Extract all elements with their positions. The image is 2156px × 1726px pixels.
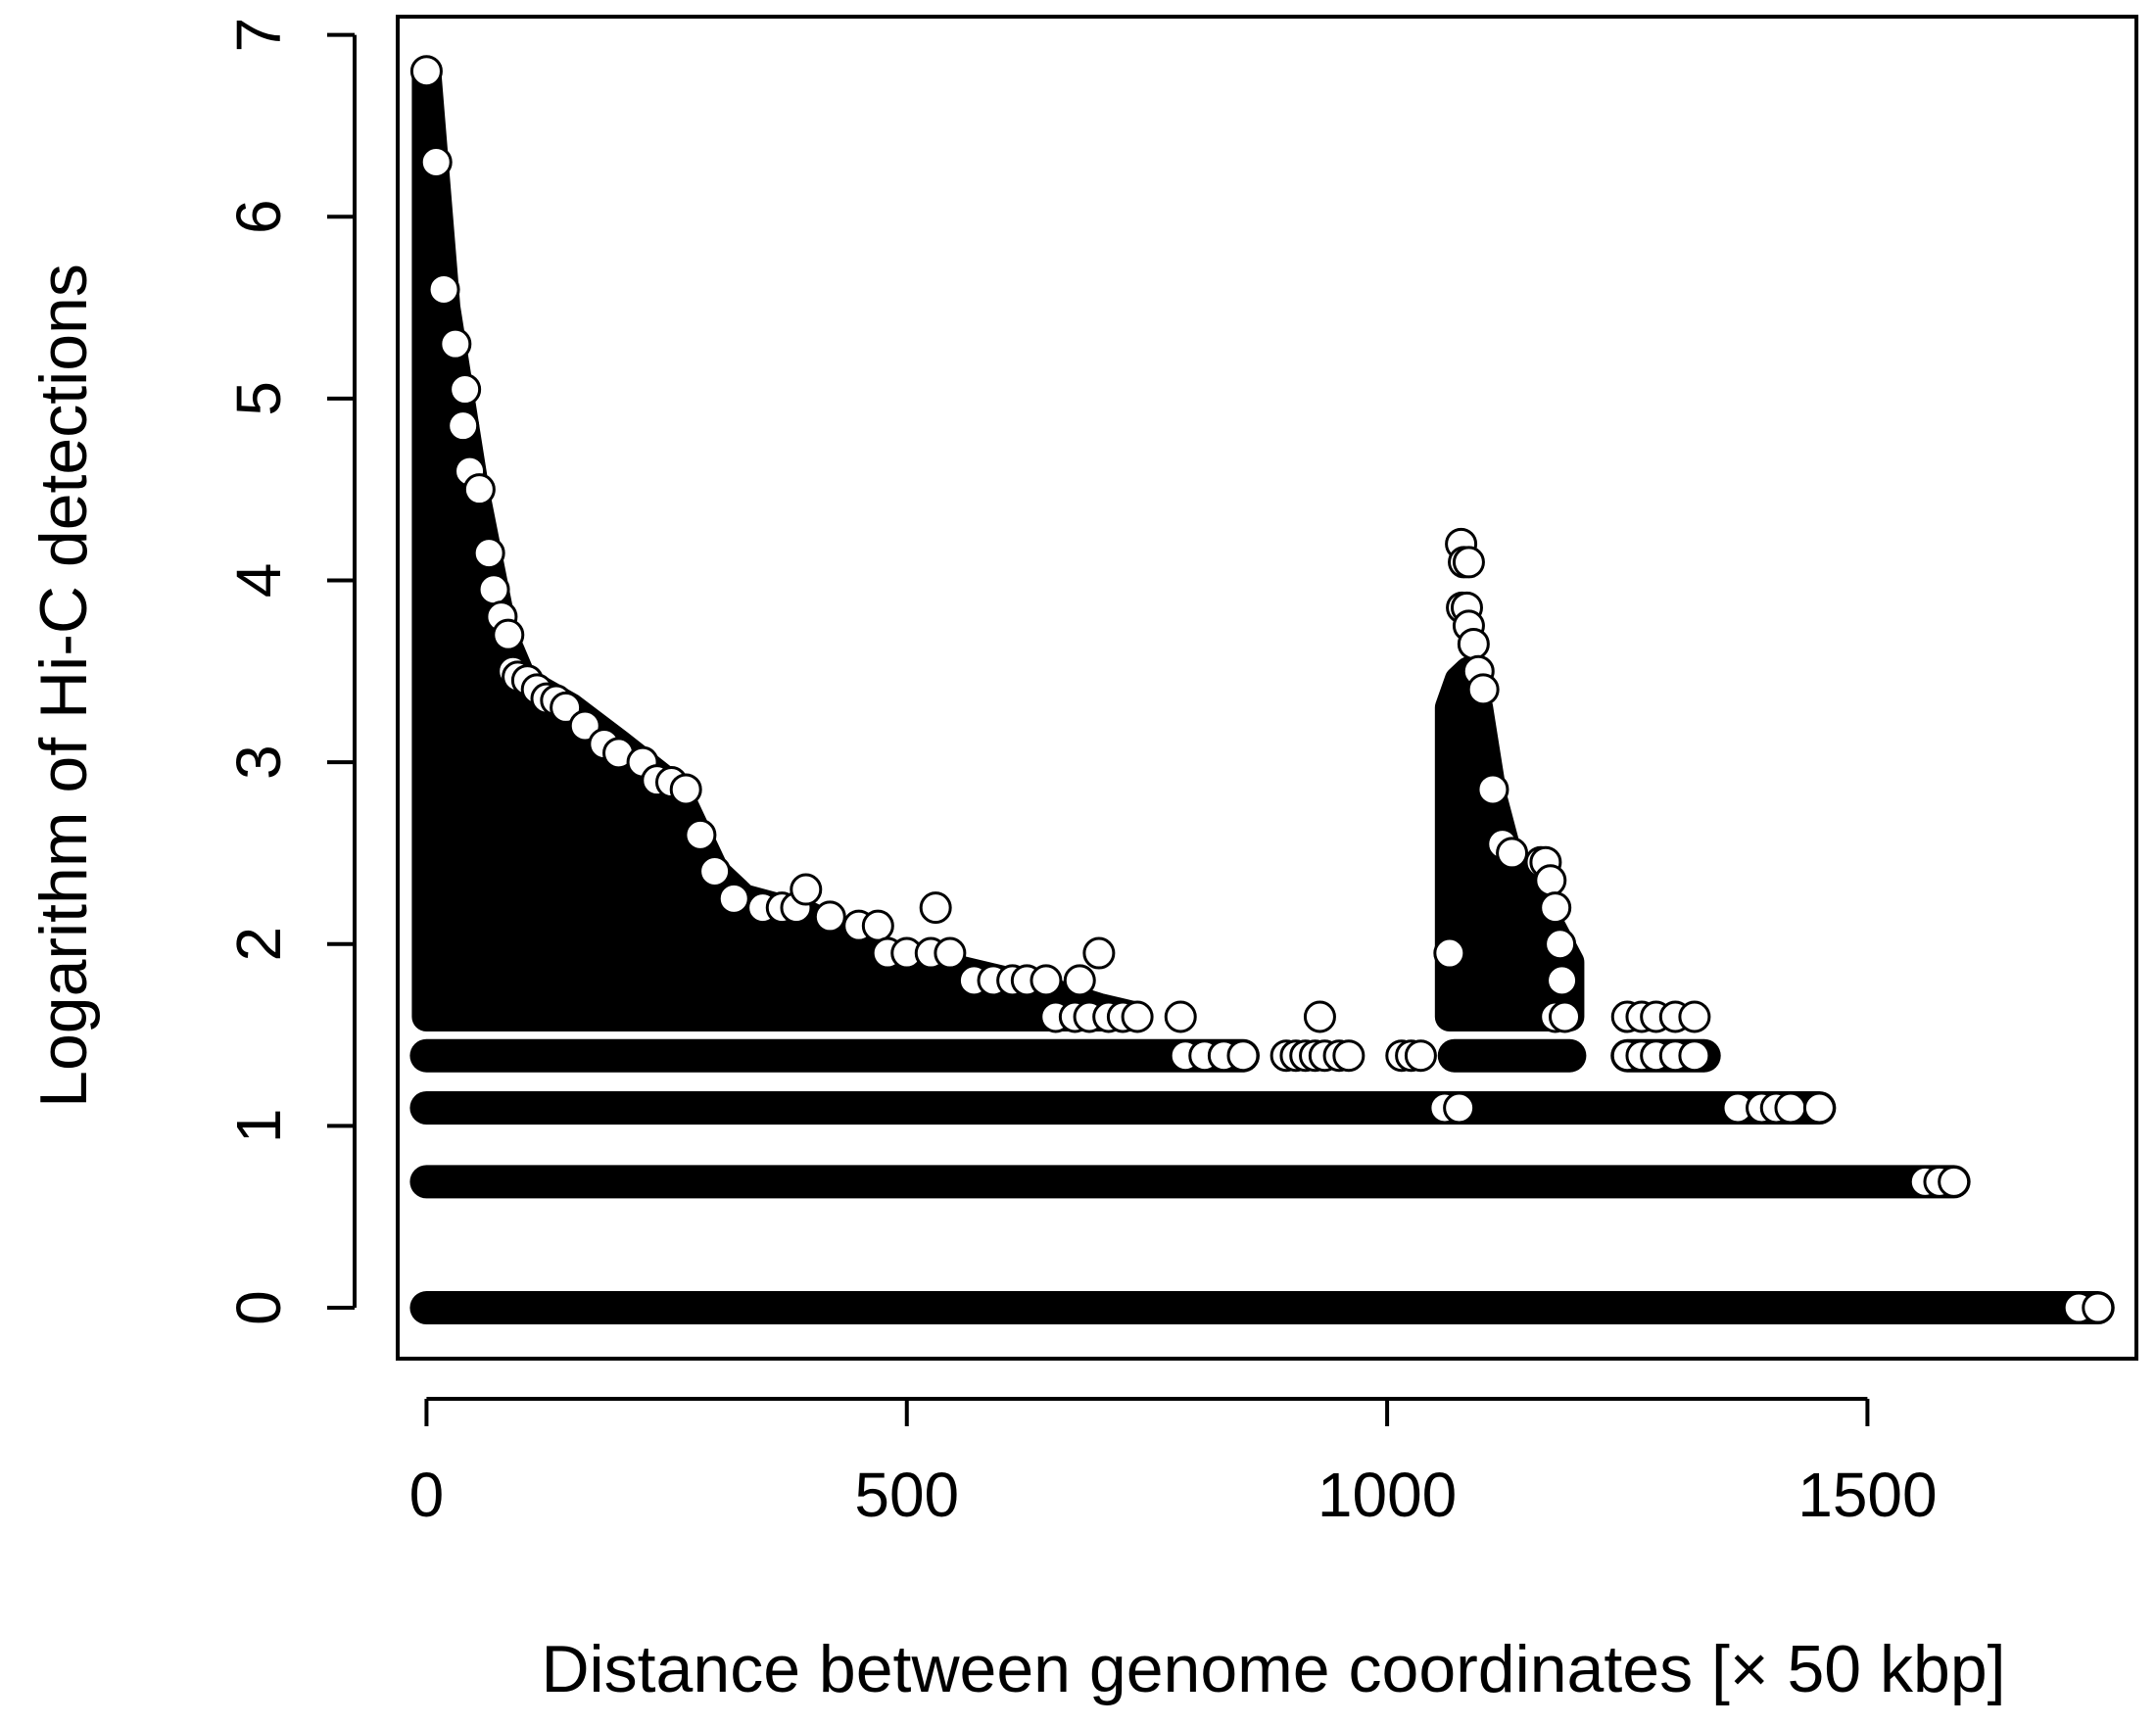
data-point	[1802, 1091, 1836, 1125]
data-point	[1332, 1039, 1365, 1073]
dense-region-0	[411, 56, 1153, 1031]
data-point	[698, 854, 732, 887]
y-tick-label: 3	[223, 744, 294, 780]
y-axis-label: Logarithm of Hi-C detections	[26, 264, 101, 1108]
y-tick-label: 2	[223, 927, 294, 962]
data-point	[449, 373, 482, 407]
data-point	[419, 146, 453, 179]
data-point	[684, 818, 717, 851]
data-point	[1539, 891, 1572, 925]
data-point	[1226, 1039, 1260, 1073]
data-point	[492, 618, 525, 651]
data-point	[1030, 964, 1063, 997]
x-tick-label: 500	[854, 1460, 959, 1530]
data-point	[861, 909, 894, 942]
data-point	[409, 55, 443, 88]
y-tick-label: 6	[223, 199, 294, 234]
data-point	[1466, 673, 1500, 706]
x-tick-label: 1000	[1318, 1460, 1457, 1530]
data-point	[919, 891, 952, 925]
x-axis-label: Distance between genome coordinates [× 5…	[541, 1632, 2005, 1706]
data-point	[717, 882, 750, 915]
data-point	[1457, 627, 1490, 660]
data-marks	[409, 55, 2115, 1325]
data-point	[1678, 1039, 1711, 1073]
data-point	[462, 473, 496, 506]
data-point	[1303, 1000, 1336, 1033]
x-tick-label: 0	[409, 1460, 445, 1530]
data-point	[934, 936, 967, 970]
y-tick-label: 1	[223, 1109, 294, 1144]
data-point	[477, 573, 510, 606]
y-tick-label: 5	[223, 381, 294, 416]
data-point	[1082, 936, 1116, 970]
data-point	[427, 272, 460, 306]
data-point	[1433, 936, 1466, 970]
x-axis: 0 500 1000 1500	[409, 1397, 1938, 1530]
data-point	[1496, 837, 1529, 870]
data-point	[1544, 928, 1577, 961]
data-point	[1678, 1000, 1711, 1033]
data-point	[472, 537, 505, 570]
y-tick-label: 4	[223, 563, 294, 599]
data-point	[1121, 1000, 1154, 1033]
data-point	[447, 409, 480, 443]
data-point	[1452, 546, 1485, 579]
data-point	[813, 900, 846, 934]
data-point	[1774, 1091, 1807, 1125]
x-tick-label: 1500	[1797, 1460, 1937, 1530]
y-axis: 0 1 2 3 4 5 6 7	[223, 18, 357, 1325]
data-point	[1938, 1165, 1971, 1198]
plot-frame	[396, 15, 2138, 1361]
data-point	[2082, 1291, 2115, 1324]
data-point	[439, 327, 472, 360]
data-point	[1476, 773, 1509, 806]
data-point	[669, 773, 702, 806]
data-point	[1534, 864, 1567, 897]
data-point	[1549, 1000, 1582, 1033]
data-point	[1164, 1000, 1197, 1033]
data-point	[1404, 1039, 1437, 1073]
y-tick-label: 0	[223, 1290, 294, 1325]
data-point	[790, 873, 823, 906]
data-point	[1063, 964, 1096, 997]
y-tick-label: 7	[223, 18, 294, 53]
data-point	[1443, 1091, 1476, 1125]
data-point	[1546, 964, 1579, 997]
